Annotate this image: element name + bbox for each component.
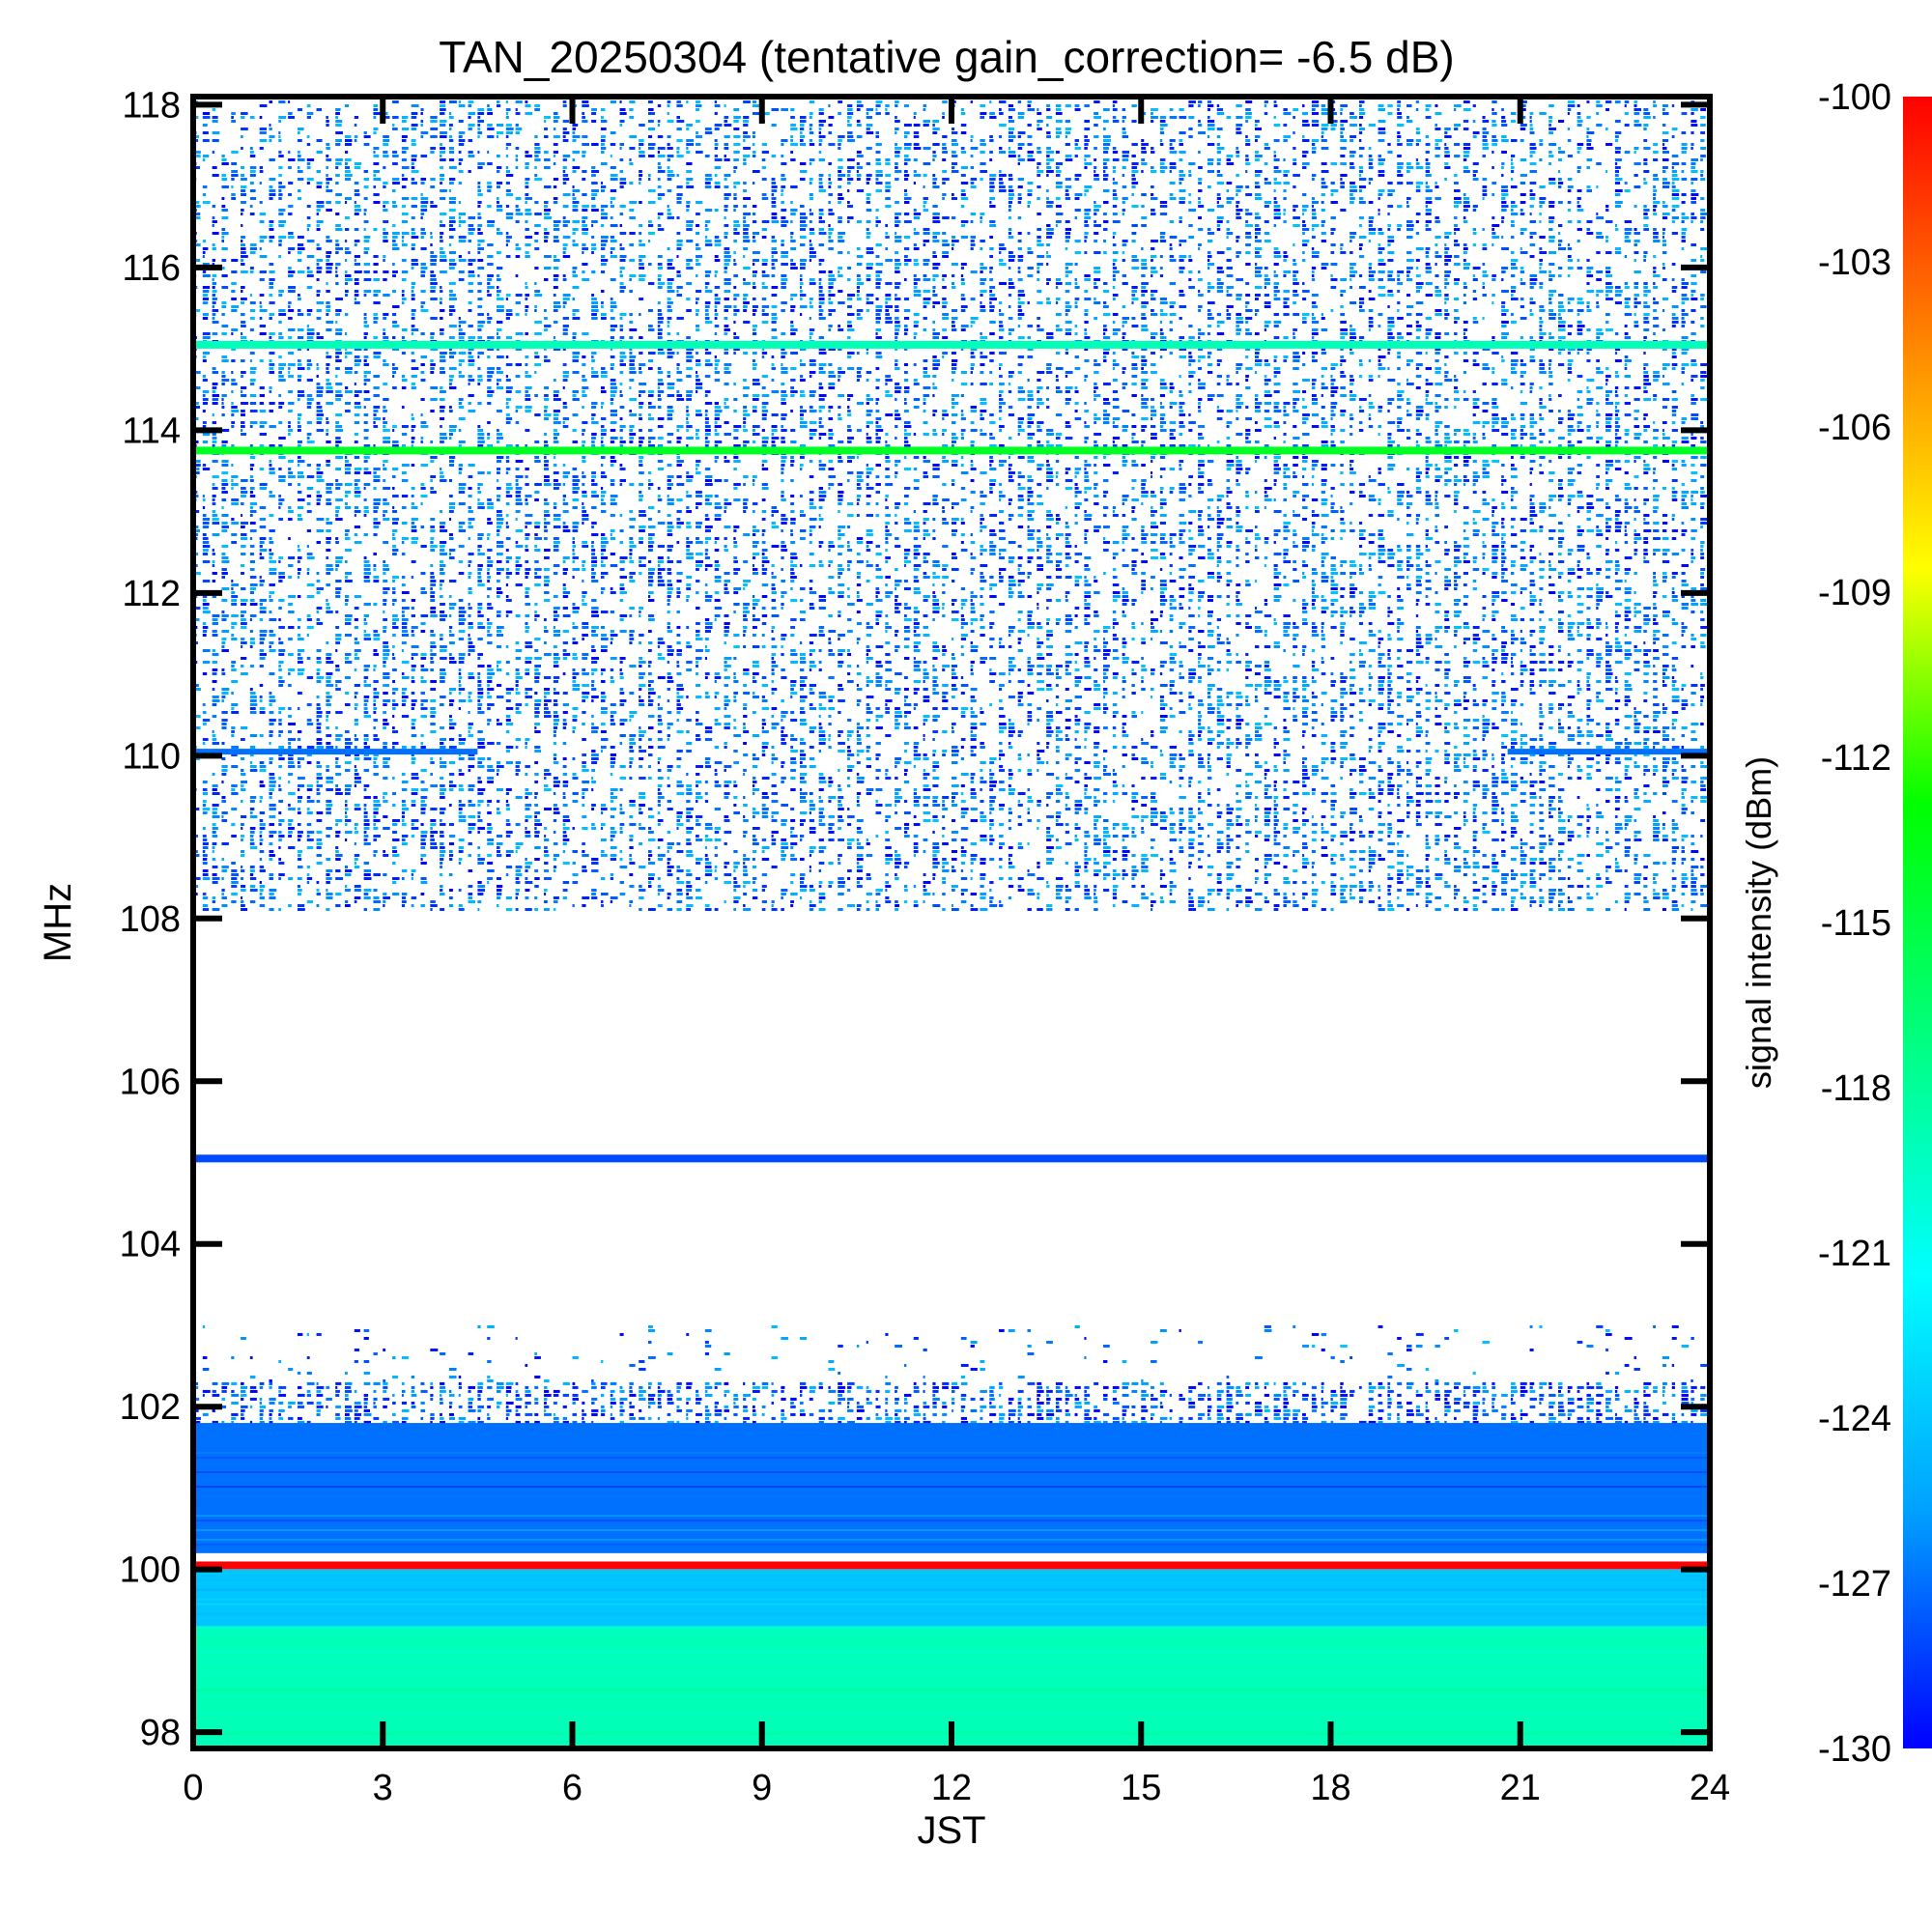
band-3 [193,1423,1710,1553]
feature-line-1 [193,446,1710,455]
x-tick-label: 21 [1500,1768,1541,1808]
y-tick-label: 110 [122,736,181,777]
x-tick-label: 0 [183,1768,203,1808]
y-tick-label: 118 [122,85,181,126]
colorbar-tick-label: -127 [1818,1564,1891,1605]
spectrogram-lines [193,340,1710,1570]
colorbar-tick-label: -130 [1818,1729,1891,1770]
x-tick-label: 9 [752,1768,772,1808]
x-tick-label: 18 [1310,1768,1350,1808]
x-axis-label: JST [917,1809,985,1852]
colorbar-tick-label: -124 [1818,1399,1891,1439]
x-axis-ticks: 0 3 6 9 12 15 18 21 24 [183,97,1730,1808]
feature-line-3 [193,1154,1710,1163]
colorbar-tick-label: -100 [1818,77,1891,118]
x-tick-label: 15 [1121,1768,1161,1808]
spectrogram-plot [190,94,1713,1751]
feature-line-4 [193,1561,1710,1570]
band-1 [193,1324,1708,1382]
y-tick-label: 112 [122,574,181,614]
feature-line-2-b [1507,749,1710,755]
y-tick-label: 102 [120,1387,181,1428]
feature-line-2 [193,749,478,755]
x-tick-label: 3 [373,1768,393,1808]
spectrogram-bands [193,97,1710,1748]
colorbar-tick-label: -118 [1821,1068,1891,1109]
x-tick-label: 6 [562,1768,582,1808]
x-tick-label: 24 [1690,1768,1730,1808]
y-tick-label: 100 [120,1550,181,1591]
y-tick-label: 98 [140,1713,181,1753]
x-tick-label: 12 [931,1768,972,1808]
colorbar [1903,97,1932,1748]
colorbar-tick-label: -115 [1821,903,1891,944]
y-tick-label: 104 [120,1225,181,1265]
band-4 [193,1569,1710,1627]
y-axis-ticks: 98 100 102 104 106 108 110 112 114 116 118 [120,85,1710,1753]
y-tick-label: 116 [122,248,181,289]
colorbar-tick-label: -109 [1818,573,1891,613]
colorbar-tick-label: -121 [1818,1234,1891,1274]
chart-title: TAN_20250304 (tentative gain_correction=… [439,32,1454,82]
y-tick-label: 114 [122,411,181,451]
colorbar-ticks: -100 -103 -106 -109 -112 -115 -118 -121 -124 -127… [1818,77,1891,1770]
colorbar-tick-label: -106 [1818,408,1891,448]
y-axis-label: MHz [37,883,79,962]
y-tick-label: 108 [120,899,181,940]
colorbar-label: signal intensity (dBm) [1739,756,1778,1089]
y-tick-label: 106 [120,1062,181,1102]
colorbar-tick-label: -103 [1818,242,1891,283]
colorbar-tick-label: -112 [1821,738,1891,779]
band-2 [193,1381,1708,1424]
feature-line-0 [193,340,1710,349]
